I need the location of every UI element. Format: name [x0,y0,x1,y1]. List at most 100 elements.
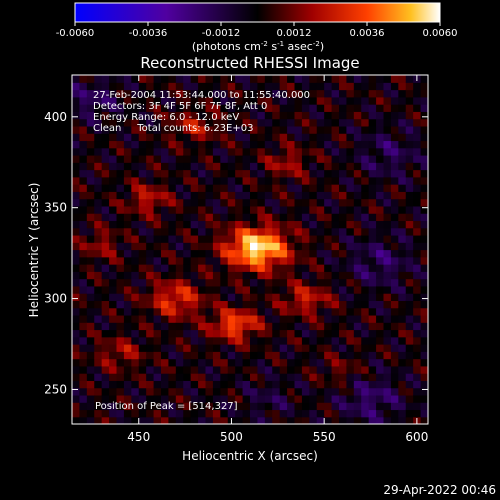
heatmap-cell [257,198,266,207]
heatmap-cell [205,227,214,236]
heatmap-cell [94,307,103,316]
heatmap-cell [183,380,192,389]
heatmap-cell [146,133,155,142]
heatmap-cell [168,111,177,120]
heatmap-cell [183,205,192,214]
heatmap-cell [383,293,392,301]
heatmap-cell [101,300,110,309]
heatmap-cell [94,336,103,345]
heatmap-cell [109,285,118,294]
heatmap-cell [353,75,362,83]
heatmap-cell [287,293,296,301]
heatmap-cell [279,249,288,258]
heatmap-cell [227,322,236,331]
heatmap-cell [94,191,103,200]
heatmap-cell [316,249,325,258]
heatmap-cell [146,213,155,222]
heatmap-cell [279,271,288,280]
heatmap-cell [272,176,281,185]
heatmap-cell [101,198,110,207]
heatmap-cell [250,256,259,265]
heatmap-cell [294,314,303,323]
heatmap-cell [405,344,414,352]
heatmap-cell [398,198,407,207]
heatmap-cell [138,329,147,338]
heatmap-cell [198,154,207,163]
heatmap-cell [301,220,310,229]
heatmap-cell [146,314,155,323]
heatmap-cell [309,307,318,316]
y-tick-label: 300 [44,292,67,306]
heatmap-cell [413,293,422,301]
heatmap-cell [212,300,221,309]
heatmap-cell [413,227,422,236]
heatmap-cell [212,191,221,200]
heatmap-cell [175,351,184,360]
heatmap-cell [287,104,296,112]
heatmap-cell [413,380,422,389]
heatmap-cell [123,314,132,323]
heatmap-cell [212,271,221,280]
heatmap-cell [331,198,340,207]
heatmap-cell [227,394,236,403]
heatmap-cell [235,293,244,301]
heatmap-cell [420,213,428,222]
heatmap-cell [361,300,370,309]
heatmap-cell [368,162,377,171]
heatmap-cell [301,111,310,120]
heatmap-cell [109,242,118,251]
heatmap-cell [361,162,370,171]
heatmap-cell [264,373,273,381]
heatmap-cell [272,409,281,418]
heatmap-cell [324,242,333,251]
heatmap-cell [116,293,125,301]
heatmap-cell [168,176,177,185]
heatmap-cell [272,300,281,309]
heatmap-cell [190,234,199,243]
heatmap-cell [198,358,207,367]
heatmap-cell [183,278,192,287]
heatmap-cell [198,125,207,134]
heatmap-cell [390,249,399,258]
heatmap-cell [309,154,318,163]
heatmap-cell [331,387,340,396]
heatmap-cell [420,380,428,389]
heatmap-cell [324,82,333,91]
heatmap-cell [272,394,281,403]
heatmap-cell [79,336,88,345]
heatmap-cell [138,293,147,301]
heatmap-cell [198,336,207,345]
heatmap-cell [353,82,362,91]
heatmap-cell [175,205,184,214]
heatmap-cell [339,387,348,396]
heatmap-cell [353,256,362,265]
heatmap-cell [287,271,296,280]
heatmap-cell [272,256,281,265]
heatmap-cell [301,169,310,178]
heatmap-cell [168,249,177,258]
heatmap-cell [376,285,385,294]
heatmap-cell [294,329,303,338]
heatmap-cell [101,373,110,381]
heatmap-cell [405,314,414,323]
heatmap-cell [264,104,273,112]
heatmap-cell [346,365,355,374]
heatmap-cell [86,256,95,265]
heatmap-cell [146,104,155,112]
heatmap-cell [264,169,273,178]
heatmap-cell [390,373,399,381]
heatmap-cell [153,118,162,127]
heatmap-cell [413,329,422,338]
heatmap-cell [413,147,422,156]
heatmap-cell [368,336,377,345]
heatmap-cell [257,293,266,301]
heatmap-cell [116,104,125,112]
heatmap-cell [405,256,414,265]
heatmap-cell [287,162,296,171]
heatmap-cell [168,351,177,360]
heatmap-cell [420,278,428,287]
heatmap-cell [316,387,325,396]
heatmap-cell [294,416,303,424]
heatmap-cell [116,285,125,294]
heatmap-cell [72,336,81,345]
